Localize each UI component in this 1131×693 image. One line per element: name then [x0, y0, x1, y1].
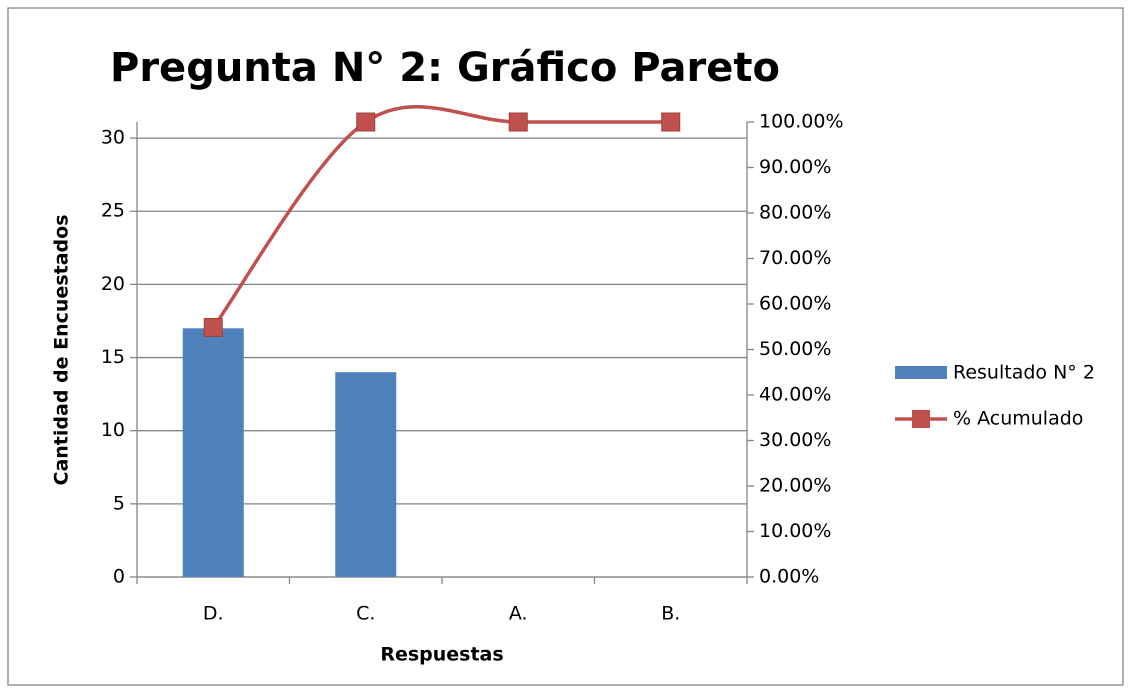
x-axis-label: Respuestas [380, 644, 503, 666]
y-tick-label: 25 [101, 200, 125, 222]
y-tick-label: 15 [101, 346, 125, 368]
x-tick-label: C. [356, 603, 375, 625]
y-tick-label: 10 [101, 419, 125, 441]
line-marker [356, 112, 376, 132]
chart-border [7, 7, 1124, 686]
x-tick-label: A. [509, 603, 528, 625]
y-axis-label: Cantidad de Encuestados [51, 215, 73, 486]
y2-tick-label: 40.00% [759, 384, 831, 406]
y2-tick-label: 20.00% [759, 475, 831, 497]
y-tick-label: 20 [101, 273, 125, 295]
line-marker [203, 317, 223, 337]
y-tick-label: 5 [113, 492, 125, 514]
y2-tick-label: 60.00% [759, 293, 831, 315]
legend-swatch [895, 366, 947, 379]
y2-tick-label: 30.00% [759, 429, 831, 451]
chart-title: Pregunta N° 2: Gráfico Pareto [110, 45, 780, 91]
line-marker [508, 112, 528, 132]
y-tick-label: 30 [101, 127, 125, 149]
x-tick-label: B. [661, 603, 680, 625]
x-tick-label: D. [203, 603, 224, 625]
y2-tick-label: 10.00% [759, 520, 831, 542]
line-marker [661, 112, 681, 132]
y2-tick-label: 90.00% [759, 156, 831, 178]
y2-tick-label: 0.00% [759, 566, 819, 588]
line [211, 105, 671, 329]
y-tick-label: 0 [113, 566, 125, 588]
y2-tick-label: 100.00% [759, 111, 844, 133]
y2-tick-label: 80.00% [759, 202, 831, 224]
legend-label: % Acumulado [953, 408, 1083, 430]
legend-label: Resultado N° 2 [953, 362, 1095, 384]
y2-tick-label: 70.00% [759, 247, 831, 269]
y2-tick-label: 50.00% [759, 338, 831, 360]
legend-swatch [912, 410, 930, 428]
bar [182, 328, 244, 577]
bar [335, 372, 397, 577]
